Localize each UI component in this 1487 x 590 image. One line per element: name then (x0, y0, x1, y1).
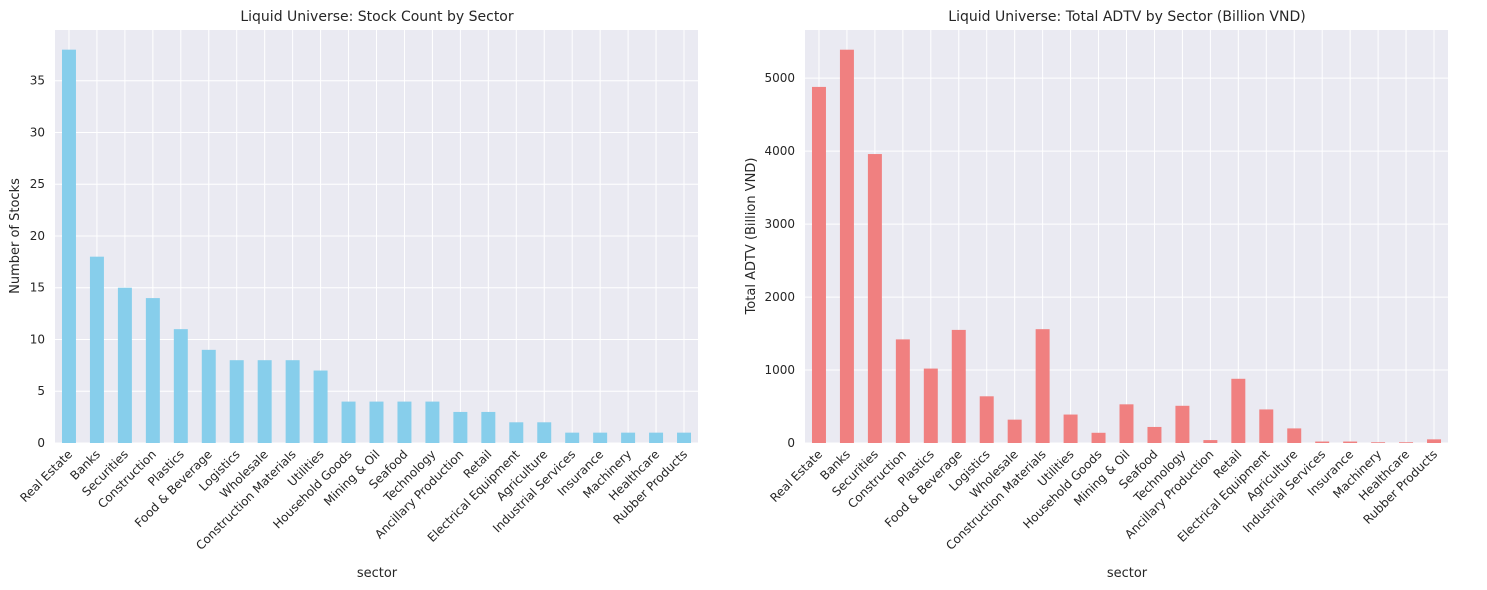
bar (1175, 405, 1190, 443)
y-tick-label: 4000 (764, 144, 795, 158)
y-tick-label: 1000 (764, 363, 795, 377)
y-tick-label: 15 (30, 281, 45, 295)
bar (895, 339, 910, 443)
bar (1147, 426, 1162, 443)
y-tick-labels: 0 1000 2000 3000 4000 5000 (764, 71, 795, 450)
chart-title: Liquid Universe: Stock Count by Sector (240, 9, 514, 25)
bar (649, 432, 664, 443)
bar (509, 422, 524, 443)
bar (117, 287, 132, 443)
x-tick-label: Real Estate (17, 447, 75, 505)
bar (313, 370, 328, 443)
bar (369, 401, 384, 443)
x-tick-labels: Real EstateBanksSecuritiesConstructionPl… (17, 447, 690, 553)
bar (145, 298, 160, 443)
bar (453, 411, 468, 443)
x-tick-label: Real Estate (767, 447, 825, 505)
y-tick-label: 5 (37, 384, 45, 398)
bar (1371, 442, 1386, 443)
bar (923, 368, 938, 443)
bar (397, 401, 412, 443)
bar (89, 256, 104, 443)
bar (1035, 329, 1050, 443)
y-tick-label: 35 (30, 74, 45, 88)
x-axis-label: sector (1107, 566, 1148, 581)
bar (61, 49, 76, 444)
bar (257, 360, 272, 443)
y-tick-label: 30 (30, 125, 45, 139)
bar (1259, 409, 1274, 443)
bar (229, 360, 244, 443)
bar (1203, 440, 1218, 443)
bar (951, 329, 966, 443)
x-axis-label: sector (357, 566, 398, 581)
chart-stock-count: Liquid Universe: Stock Count by Sector 0… (8, 9, 698, 581)
y-tick-label: 0 (787, 436, 795, 450)
grid (55, 30, 698, 444)
bar (593, 432, 608, 443)
bar (1231, 378, 1246, 443)
bar (1315, 441, 1330, 443)
y-tick-label: 20 (30, 229, 45, 243)
bar (565, 432, 580, 443)
bar (867, 154, 882, 443)
bar (201, 349, 216, 443)
bar (1063, 414, 1078, 443)
y-tick-label: 25 (30, 177, 45, 191)
bar (811, 86, 826, 443)
bar (173, 329, 188, 443)
bar (425, 401, 440, 443)
y-tick-label: 10 (30, 332, 45, 346)
bar (1343, 441, 1358, 443)
bar (1399, 442, 1414, 443)
y-tick-label: 3000 (764, 217, 795, 231)
bar (1427, 439, 1442, 443)
x-tick-labels: Real EstateBanksSecuritiesConstructionPl… (767, 447, 1440, 553)
bar (839, 49, 854, 443)
y-axis-label: Total ADTV (Billion VND) (744, 158, 759, 316)
y-tick-labels: 0 5 10 15 20 25 30 35 (30, 74, 45, 450)
y-axis-label: Number of Stocks (8, 178, 23, 294)
y-tick-label: 5000 (764, 71, 795, 85)
bar (1007, 419, 1022, 443)
chart-title: Liquid Universe: Total ADTV by Sector (B… (948, 9, 1305, 25)
bars (811, 49, 1442, 443)
chart-total-adtv: Liquid Universe: Total ADTV by Sector (B… (744, 9, 1448, 581)
y-tick-label: 2000 (764, 290, 795, 304)
bar (677, 432, 692, 443)
bar (1091, 432, 1106, 443)
bar (341, 401, 356, 443)
bar (1287, 428, 1302, 443)
bar (1119, 404, 1134, 443)
bars (61, 49, 692, 444)
bar (285, 360, 300, 443)
bar (537, 422, 552, 443)
bar (481, 411, 496, 443)
bar (979, 396, 994, 443)
y-tick-label: 0 (37, 436, 45, 450)
bar (621, 432, 636, 443)
